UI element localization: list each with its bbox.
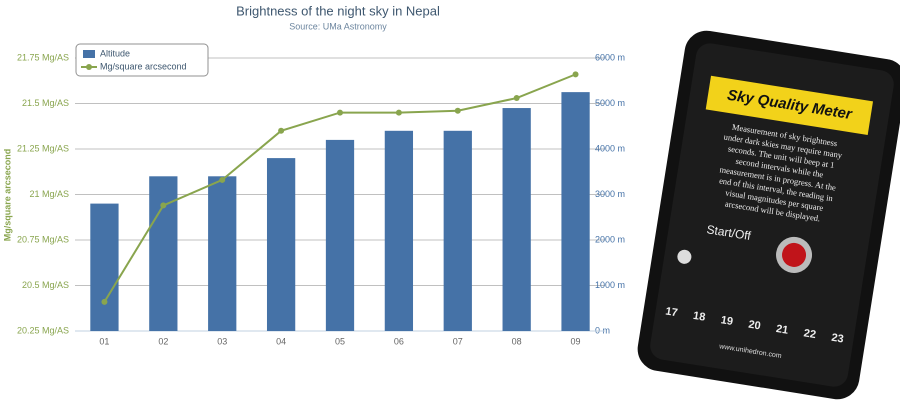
scale-label: 18 (692, 310, 706, 324)
x-tick-label: 04 (276, 336, 286, 346)
scale-label: 20 (748, 319, 762, 333)
chart-title: Brightness of the night sky in Nepal (236, 3, 440, 18)
scale-label: 22 (803, 327, 817, 341)
y-axis-title: Mg/square arcsecond (2, 149, 12, 242)
y-tick-label: 21.75 Mg/AS (17, 52, 69, 62)
legend-symbol (83, 50, 95, 58)
point (395, 109, 402, 116)
point (337, 109, 343, 116)
point (101, 298, 108, 305)
y-tick-label: 21.5 Mg/AS (22, 98, 69, 108)
button (782, 242, 807, 267)
point (572, 71, 579, 78)
device-photo: Sky Quality Meter Measurement of sky bri… (637, 30, 900, 400)
y-tick-label: 21 Mg/AS (29, 189, 69, 199)
point (513, 95, 520, 102)
y2-tick-label: 6000 m (595, 52, 625, 62)
bar (325, 139, 355, 331)
y2-tick-label: 2000 m (595, 234, 625, 244)
point (454, 107, 461, 114)
bar (384, 130, 414, 331)
point (160, 202, 167, 209)
bar (502, 108, 531, 331)
legend-label: Mg/square arcsecond (100, 61, 187, 71)
scale-label: 21 (775, 323, 789, 337)
x-tick-label: 08 (512, 336, 522, 346)
y2-tick-label: 4000 m (595, 143, 625, 153)
bar (90, 203, 119, 331)
chart-subtitle: Source: UMa Astronomy (289, 21, 387, 31)
legend-symbol (86, 64, 92, 70)
y-tick-label: 21.25 Mg/AS (17, 143, 69, 153)
bar (208, 176, 237, 331)
bar (561, 92, 590, 331)
y2-tick-label: 5000 m (595, 98, 625, 108)
bar (443, 130, 472, 331)
device-label (705, 75, 874, 135)
x-tick-label: 02 (158, 336, 168, 346)
y-tick-label: 20.25 Mg/AS (17, 325, 69, 335)
legend-label: Altitude (100, 48, 130, 58)
x-tick-label: 01 (99, 336, 109, 346)
legend-box (75, 43, 209, 77)
x-tick-label: 03 (217, 336, 227, 346)
scale-label: 17 (665, 306, 679, 320)
point (219, 176, 226, 183)
x-tick-label: 07 (453, 336, 463, 346)
y2-tick-label: 1000 m (595, 280, 625, 290)
moon-icon (677, 249, 692, 264)
bar (266, 158, 296, 331)
point (278, 127, 285, 134)
x-tick-label: 06 (394, 336, 404, 346)
scale-label: 19 (720, 314, 734, 328)
y-tick-label: 20.5 Mg/AS (22, 280, 69, 290)
bar (149, 176, 178, 331)
x-tick-label: 09 (571, 336, 581, 346)
scale-label: 23 (830, 332, 844, 346)
y2-tick-label: 3000 m (595, 189, 625, 199)
y-tick-label: 20.75 Mg/AS (17, 234, 69, 244)
button-label: Start/Off (706, 222, 753, 243)
x-tick-label: 05 (335, 336, 345, 346)
y2-tick-label: 0 m (595, 325, 610, 335)
